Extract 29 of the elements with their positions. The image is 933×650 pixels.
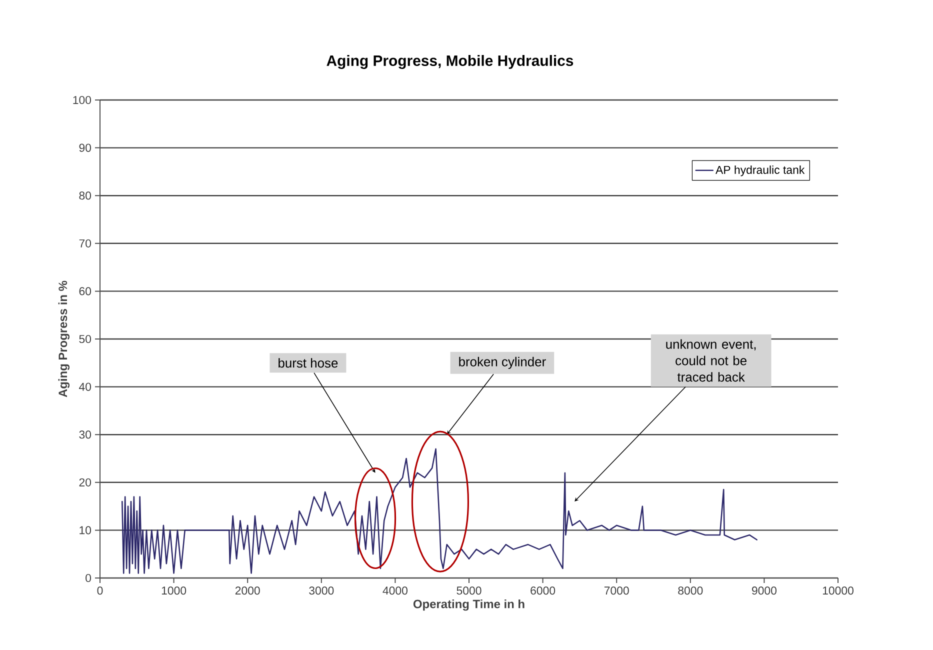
y-tick-label: 30 [79,430,92,439]
x-tick-label: 1000 [162,586,186,595]
annotation: broken cylinder [459,356,546,369]
x-tick-label: 0 [97,586,103,595]
y-tick-label: 100 [73,96,92,104]
x-tick-label: 5000 [456,586,482,595]
y-tick-label: 0 [86,574,92,582]
x-tick-label: 3000 [309,586,334,595]
x-tick-label: 7000 [604,586,629,595]
x-axis-title: Operating Time in h [413,599,524,611]
legend-label: AP hydraulic tank [716,166,805,176]
annotation: unknown event, could not be traced back [666,339,756,382]
y-tick-label: 40 [79,382,92,391]
y-tick-label: 60 [79,287,92,296]
y-tick-label: 20 [79,478,92,486]
x-tick-label: 6000 [530,586,556,595]
annotation: burst hose [278,358,338,368]
y-tick-label: 50 [79,334,92,344]
y-tick-label: 80 [79,192,92,200]
x-tick-label: 4000 [382,586,408,595]
y-tick-label: 70 [79,239,92,248]
x-tick-label: 9000 [752,586,776,595]
y-axis-title: Aging Progress in % [58,280,70,398]
x-tick-label: 2000 [235,586,260,595]
chart-title: Aging Progress, Mobile Hydraulics [326,54,574,69]
y-tick-label: 90 [79,144,92,152]
y-tick-label: 10 [80,526,92,534]
x-tick-label: 10000 [822,586,854,595]
x-tick-label: 8000 [678,586,703,595]
